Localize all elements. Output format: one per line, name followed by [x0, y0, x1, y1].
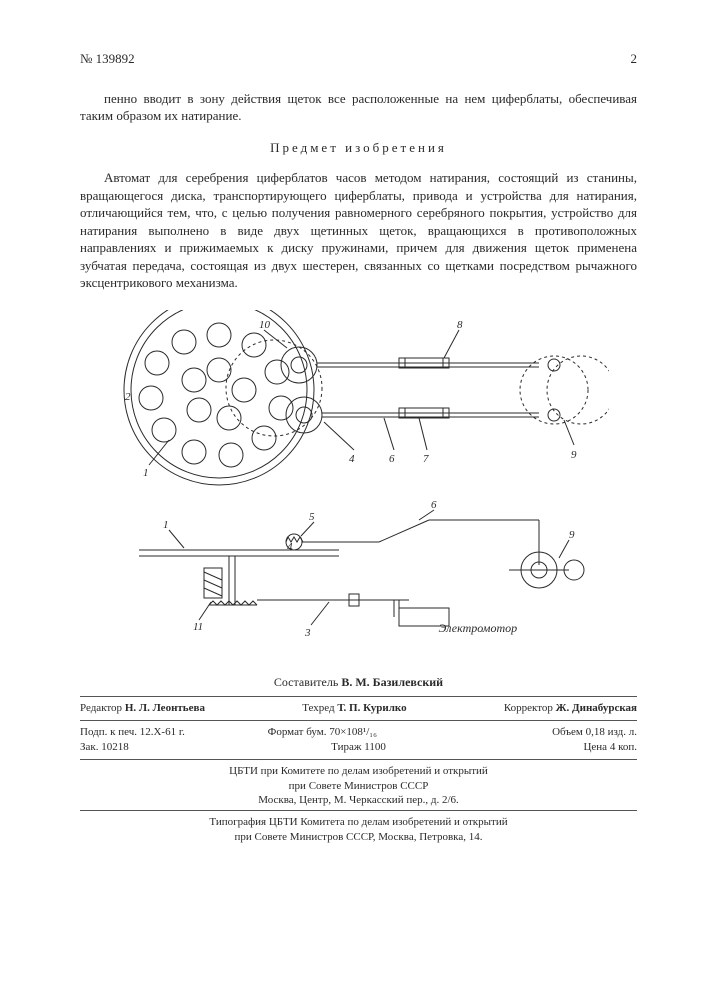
editor: Редактор Н. Л. Леонтьева	[80, 701, 205, 716]
callout-4-side: 4	[287, 541, 293, 553]
corrector: Корректор Ж. Динабурская	[504, 701, 637, 716]
motor-label: Электромотор	[439, 620, 518, 636]
divider-2	[80, 720, 637, 721]
techred: Техред Т. П. Курилко	[302, 701, 406, 716]
footer-l3: Москва, Центр, М. Черкасский пер., д. 2/…	[80, 793, 637, 808]
figure: 10 8 4 6 7 9 2 1 1 5 6 11 9 3 4 Электром…	[109, 310, 609, 650]
pub-r1c2: Формат бум. 70×108¹/₁₆	[268, 725, 450, 740]
callout-6: 6	[389, 453, 395, 465]
section-title: Предмет изобретения	[80, 139, 637, 157]
footer-l4: Типография ЦБТИ Комитета по делам изобре…	[80, 815, 637, 830]
pub-r1c1: Подп. к печ. 12.X-61 г.	[80, 725, 262, 740]
pub-r2c1: Зак. 10218	[80, 740, 262, 755]
claim-paragraph: Автомат для серебрения циферблатов часов…	[80, 169, 637, 292]
intro-paragraph: пенно вводит в зону действия щеток все р…	[80, 90, 637, 125]
callout-11: 11	[193, 621, 203, 633]
page-number: 2	[631, 50, 638, 68]
divider-4	[80, 810, 637, 811]
pub-r2c2: Тираж 1100	[268, 740, 450, 755]
footer-l2: при Совете Министров СССР	[80, 779, 637, 794]
doc-number: № 139892	[80, 50, 135, 68]
callout-5: 5	[309, 511, 315, 523]
callout-7: 7	[423, 453, 429, 465]
pub-r2c3: Цена 4 коп.	[455, 740, 637, 755]
callout-1-top: 1	[143, 467, 149, 479]
callout-4: 4	[349, 453, 355, 465]
footer-org: ЦБТИ при Комитете по делам изобретений и…	[80, 764, 637, 809]
callout-6-side: 6	[431, 499, 437, 511]
callout-3: 3	[304, 627, 311, 639]
footer-l5: при Совете Министров СССР, Москва, Петро…	[80, 830, 637, 845]
compiler-line: Составитель В. М. Базилевский	[80, 674, 637, 690]
figure-svg: 10 8 4 6 7 9 2 1 1 5 6 11 9 3 4	[109, 310, 609, 650]
callout-10: 10	[259, 319, 271, 331]
credits-row: Редактор Н. Л. Леонтьева Техред Т. П. Ку…	[80, 699, 637, 718]
pub-grid: Подп. к печ. 12.X-61 г. Формат бум. 70×1…	[80, 723, 637, 757]
divider-3	[80, 759, 637, 760]
page-header: № 139892 2	[80, 50, 637, 68]
divider-1	[80, 696, 637, 697]
callout-9-top: 9	[571, 449, 577, 461]
callout-2: 2	[125, 391, 131, 403]
callout-9-side: 9	[569, 529, 575, 541]
footer-l1: ЦБТИ при Комитете по делам изобретений и…	[80, 764, 637, 779]
footer-print: Типография ЦБТИ Комитета по делам изобре…	[80, 815, 637, 845]
compiler-label: Составитель	[274, 675, 338, 689]
callout-1-side: 1	[163, 519, 169, 531]
compiler-name: В. М. Базилевский	[341, 675, 443, 689]
callout-8: 8	[457, 319, 463, 331]
pub-r1c3: Объем 0,18 изд. л.	[455, 725, 637, 740]
